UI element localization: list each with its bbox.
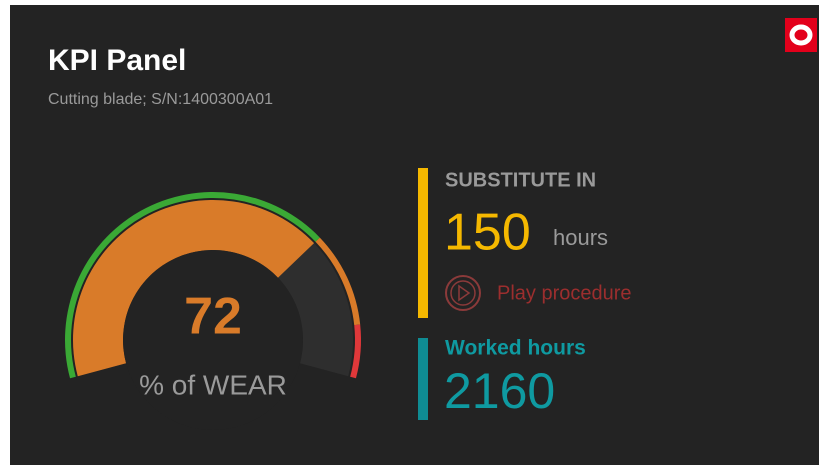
gauge-value: 72 [184,288,242,346]
play-icon-inner[interactable] [450,280,476,306]
substitute-unit: hours [553,225,608,250]
gauge [65,192,361,430]
worked-value: 2160 [444,363,555,419]
play-procedure[interactable]: Play procedure [497,282,632,304]
gauge-band [315,237,361,326]
subtitle: Cutting blade; S/N:1400300A01 [48,91,273,108]
gauge-band [350,324,361,379]
substitute-value: 150 [444,204,531,262]
logo-mark [789,24,813,46]
play-icon[interactable] [445,275,481,311]
gauge-label: % of WEAR [139,369,287,400]
play-button[interactable]: Play procedure [445,275,632,311]
title: KPI Panel [48,44,186,77]
gauge-fill [72,200,315,377]
substitute-bar [418,168,428,318]
gauge-hub [123,250,303,430]
worked-title: Worked hours [445,337,586,360]
worked-bar [418,338,428,420]
play-triangle[interactable] [458,284,471,302]
substitute-title: SUBSTITUTE IN [445,169,596,191]
